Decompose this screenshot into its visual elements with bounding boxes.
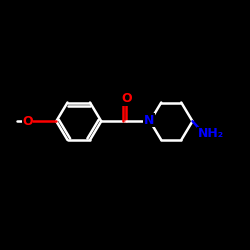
Text: NH₂: NH₂ bbox=[198, 127, 224, 140]
Text: O: O bbox=[22, 115, 33, 128]
Text: N: N bbox=[144, 114, 154, 126]
Text: O: O bbox=[121, 92, 132, 105]
